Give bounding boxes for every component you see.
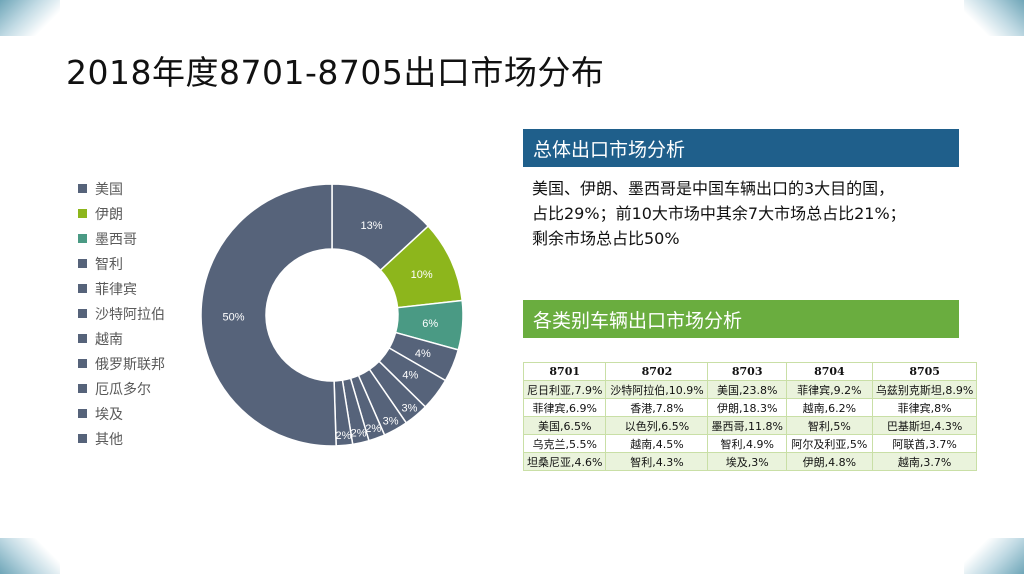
summary-line: 美国、伊朗、墨西哥是中国车辆出口的3大目的国， <box>532 179 895 198</box>
legend-label: 厄瓜多尔 <box>95 381 151 398</box>
legend-swatch <box>78 309 87 318</box>
legend-swatch <box>78 409 87 418</box>
table-cell: 香港,7.8% <box>605 398 709 417</box>
legend-label: 墨西哥 <box>95 231 137 248</box>
table-cell: 阿联酋,3.7% <box>871 434 978 453</box>
legend-label: 埃及 <box>95 406 123 423</box>
overall-analysis-text: 美国、伊朗、墨西哥是中国车辆出口的3大目的国， 占比29%；前10大市场中其余7… <box>532 176 962 251</box>
table-cell: 菲律宾,9.2% <box>785 380 873 399</box>
table-cell: 沙特阿拉伯,10.9% <box>605 380 709 399</box>
column-header: 8704 <box>785 362 873 381</box>
overall-analysis-heading: 总体出口市场分析 <box>523 129 959 167</box>
legend-label: 智利 <box>95 256 123 273</box>
legend-label: 越南 <box>95 331 123 348</box>
column-header: 8705 <box>871 362 978 381</box>
donut-chart: 13%10%6%4%4%3%3%2%2%2%50% <box>200 183 464 447</box>
legend-item: 墨西哥 <box>78 226 165 251</box>
table-cell: 尼日利亚,7.9% <box>522 380 607 399</box>
legend-item: 俄罗斯联邦 <box>78 351 165 376</box>
slice-label: 50% <box>222 312 244 324</box>
legend-item: 沙特阿拉伯 <box>78 301 165 326</box>
legend-item: 厄瓜多尔 <box>78 376 165 401</box>
legend-item: 其他 <box>78 426 165 451</box>
legend-label: 菲律宾 <box>95 281 137 298</box>
slice-label: 3% <box>402 402 418 414</box>
table-cell: 智利,4.9% <box>707 434 787 453</box>
category-market-table: 8701 8702 8703 8704 8705 尼日利亚,7.9% 沙特阿拉伯… <box>522 362 978 471</box>
legend-swatch <box>78 184 87 193</box>
table-cell: 菲律宾,8% <box>871 398 978 417</box>
summary-line: 占比29%；前10大市场中其余7大市场总占比21%； <box>532 204 906 223</box>
summary-line: 剩余市场总占比50% <box>532 229 680 248</box>
legend-item: 伊朗 <box>78 201 165 226</box>
table-cell: 埃及,3% <box>707 452 787 471</box>
table-row: 乌克兰,5.5% 越南,4.5% 智利,4.9% 阿尔及利亚,5% 阿联酋,3.… <box>522 434 978 453</box>
legend-label: 俄罗斯联邦 <box>95 356 165 373</box>
corner-decoration-top-left <box>0 0 60 36</box>
slice-label: 2% <box>336 430 352 442</box>
legend-label: 其他 <box>95 431 123 448</box>
legend-swatch <box>78 209 87 218</box>
table-cell: 智利,5% <box>785 416 873 435</box>
legend-swatch <box>78 359 87 368</box>
table-cell: 美国,6.5% <box>522 416 607 435</box>
table-row: 菲律宾,6.9% 香港,7.8% 伊朗,18.3% 越南,6.2% 菲律宾,8% <box>522 398 978 417</box>
legend-item: 美国 <box>78 176 165 201</box>
table-row: 美国,6.5% 以色列,6.5% 墨西哥,11.8% 智利,5% 巴基斯坦,4.… <box>522 416 978 435</box>
slice-label: 2% <box>365 423 381 435</box>
table-cell: 智利,4.3% <box>605 452 709 471</box>
table-cell: 坦桑尼亚,4.6% <box>522 452 607 471</box>
legend-item: 智利 <box>78 251 165 276</box>
slice-label: 4% <box>415 348 431 360</box>
table-cell: 美国,23.8% <box>707 380 787 399</box>
slice-label: 2% <box>351 428 367 440</box>
table-cell: 伊朗,18.3% <box>707 398 787 417</box>
table-cell: 墨西哥,11.8% <box>707 416 787 435</box>
legend-label: 美国 <box>95 181 123 198</box>
table-cell: 越南,4.5% <box>605 434 709 453</box>
legend-swatch <box>78 259 87 268</box>
slice-label: 10% <box>411 269 433 281</box>
slice-label: 4% <box>402 370 418 382</box>
corner-decoration-bottom-right <box>964 538 1024 574</box>
donut-slice <box>200 183 337 447</box>
legend-swatch <box>78 334 87 343</box>
table-cell: 越南,3.7% <box>871 452 978 471</box>
table-cell: 菲律宾,6.9% <box>522 398 607 417</box>
category-analysis-heading: 各类别车辆出口市场分析 <box>523 300 959 338</box>
legend-label: 沙特阿拉伯 <box>95 306 165 323</box>
legend-swatch <box>78 384 87 393</box>
table-cell: 乌兹别克斯坦,8.9% <box>871 380 978 399</box>
legend-swatch <box>78 284 87 293</box>
corner-decoration-bottom-left <box>0 538 60 574</box>
slice-label: 3% <box>383 415 399 427</box>
column-header: 8702 <box>605 362 709 381</box>
table-cell: 伊朗,4.8% <box>785 452 873 471</box>
legend-item: 菲律宾 <box>78 276 165 301</box>
table-cell: 阿尔及利亚,5% <box>785 434 873 453</box>
corner-decoration-top-right <box>964 0 1024 36</box>
table-row: 尼日利亚,7.9% 沙特阿拉伯,10.9% 美国,23.8% 菲律宾,9.2% … <box>522 380 978 399</box>
table-cell: 巴基斯坦,4.3% <box>871 416 978 435</box>
table-cell: 乌克兰,5.5% <box>522 434 607 453</box>
legend-label: 伊朗 <box>95 206 123 223</box>
legend-swatch <box>78 234 87 243</box>
chart-legend: 美国伊朗墨西哥智利菲律宾沙特阿拉伯越南俄罗斯联邦厄瓜多尔埃及其他 <box>78 176 165 451</box>
table-cell: 以色列,6.5% <box>605 416 709 435</box>
legend-swatch <box>78 434 87 443</box>
column-header: 8703 <box>707 362 787 381</box>
column-header: 8701 <box>522 362 607 381</box>
legend-item: 埃及 <box>78 401 165 426</box>
legend-item: 越南 <box>78 326 165 351</box>
table-header-row: 8701 8702 8703 8704 8705 <box>522 362 978 381</box>
slice-label: 6% <box>422 318 438 330</box>
table-cell: 越南,6.2% <box>785 398 873 417</box>
table-row: 坦桑尼亚,4.6% 智利,4.3% 埃及,3% 伊朗,4.8% 越南,3.7% <box>522 452 978 471</box>
slice-label: 13% <box>360 220 382 232</box>
slide-title: 2018年度8701-8705出口市场分布 <box>66 53 605 92</box>
